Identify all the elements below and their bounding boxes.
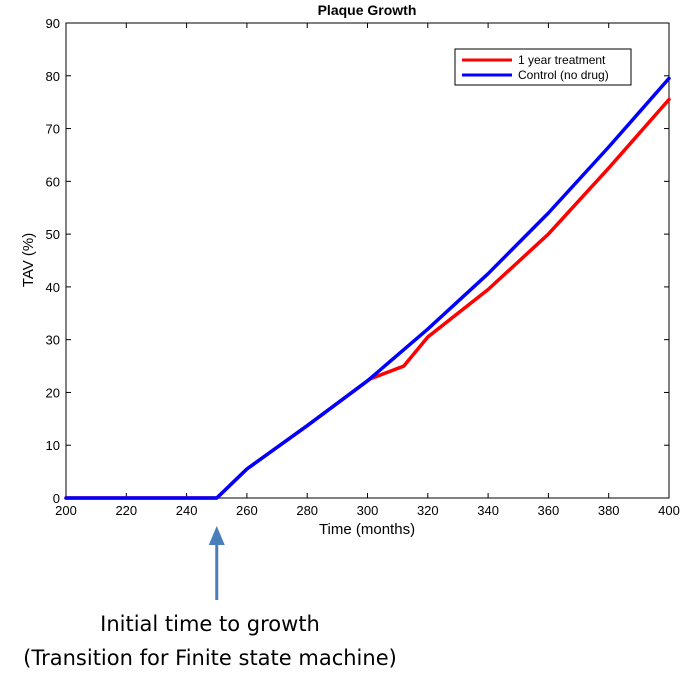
y-tick-label: 30 bbox=[46, 333, 60, 348]
annotation-line-2: (Transition for Finite state machine) bbox=[23, 646, 397, 670]
y-tick-label: 80 bbox=[46, 69, 60, 84]
plaque-growth-chart: Plaque Growth 0 10 20 30 40 50 60 70 80 90 200 220… bbox=[20, 2, 680, 606]
x-tick-label: 200 bbox=[55, 503, 77, 518]
x-tick-label: 220 bbox=[115, 503, 137, 518]
y-tick-label: 60 bbox=[46, 174, 60, 189]
x-tick-label: 380 bbox=[598, 503, 620, 518]
legend-box bbox=[454, 48, 632, 86]
legend-label-control: Control (no drug) bbox=[518, 68, 609, 82]
x-tick-label: 360 bbox=[538, 503, 560, 518]
legend-label-1-year-treatment: 1 year treatment bbox=[518, 53, 606, 67]
arrow-head bbox=[208, 526, 225, 545]
chart-title: Plaque Growth bbox=[318, 2, 417, 18]
x-tick-label: 300 bbox=[357, 503, 379, 518]
y-tick-label: 50 bbox=[46, 227, 60, 242]
y-axis: 0 10 20 30 40 50 60 70 80 90 bbox=[46, 16, 669, 506]
y-tick-label: 70 bbox=[46, 122, 60, 137]
x-axis-title: Time (months) bbox=[319, 521, 415, 538]
x-tick-label: 280 bbox=[296, 503, 318, 518]
legend: 1 year treatment Control (no drug) bbox=[454, 48, 632, 86]
x-tick-label: 340 bbox=[477, 503, 499, 518]
series-layer bbox=[64, 76, 671, 500]
y-axis-title: TAV (%) bbox=[20, 233, 37, 287]
annotation-line-1: Initial time to growth bbox=[100, 612, 320, 636]
plot-area bbox=[65, 22, 670, 499]
y-tick-label: 40 bbox=[46, 280, 60, 295]
x-tick-label: 240 bbox=[176, 503, 198, 518]
x-tick-label: 320 bbox=[417, 503, 439, 518]
y-tick-label: 0 bbox=[53, 491, 60, 506]
series-line-control bbox=[64, 76, 671, 500]
x-axis: 200 220 240 260 280 300 320 340 360 380 400 bbox=[55, 23, 680, 518]
y-tick-label: 20 bbox=[46, 385, 60, 400]
annotation-arrow bbox=[208, 526, 225, 606]
x-tick-label: 400 bbox=[658, 503, 680, 518]
y-tick-label: 90 bbox=[46, 16, 60, 31]
y-tick-label: 10 bbox=[46, 438, 60, 453]
x-tick-label: 260 bbox=[236, 503, 258, 518]
